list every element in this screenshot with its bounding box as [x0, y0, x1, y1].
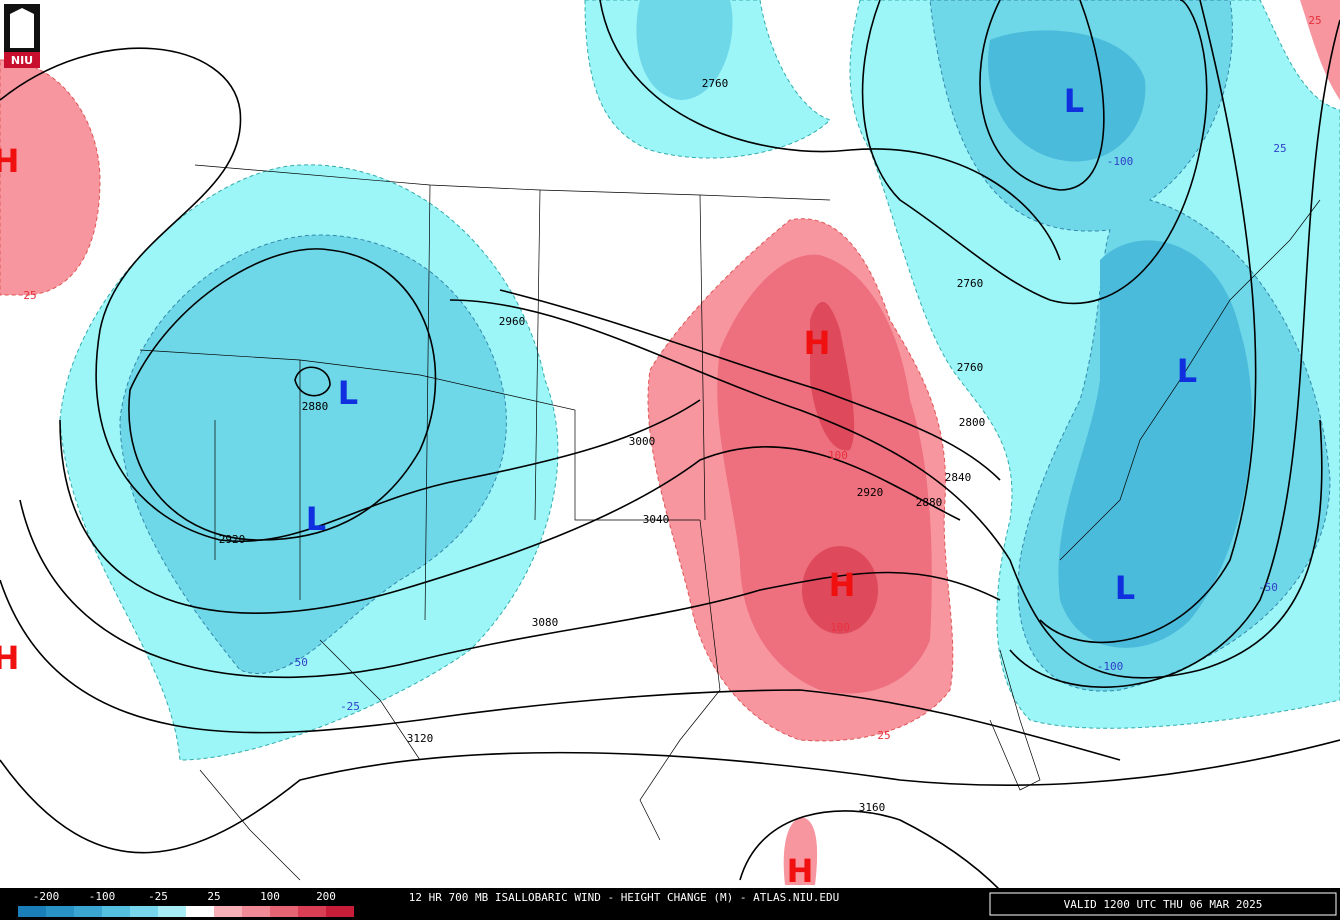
contour-label: 2960 [499, 315, 526, 328]
contour-label: 2840 [945, 471, 972, 484]
contour-label: -100 [1097, 660, 1124, 673]
legend-swatch [186, 906, 214, 917]
pressure-center: L [306, 500, 326, 538]
legend-label: 25 [207, 890, 220, 903]
height-contours [0, 0, 1340, 891]
contour-label: 3160 [859, 801, 886, 814]
contour-label: 2760 [702, 77, 729, 90]
map-labels: 2760 2960 2880 2920 3000 3040 3080 3120 3160 2920… [0, 14, 1322, 890]
contour-label: 2760 [957, 277, 984, 290]
legend-swatch [326, 906, 354, 917]
pressure-center: L [338, 374, 358, 412]
contour-label: 2760 [957, 361, 984, 374]
contour-label: -50 [288, 656, 308, 669]
valid-time: VALID 1200 UTC THU 06 MAR 2025 [1064, 898, 1263, 911]
change-shading [0, 0, 1340, 885]
pressure-center: L [1115, 569, 1135, 607]
legend-label: -100 [89, 890, 116, 903]
logo-text: NIU [11, 54, 33, 67]
pressure-center: H [829, 566, 856, 604]
legend-swatch [214, 906, 242, 917]
pressure-center: H [804, 324, 831, 362]
pressure-center: H [0, 142, 19, 180]
contour-label: -100 [1107, 155, 1134, 168]
contour-label: 2880 [916, 496, 943, 509]
contour-label: 100 [828, 449, 848, 462]
legend-swatch [74, 906, 102, 917]
legend-swatch [102, 906, 130, 917]
legend-swatch [298, 906, 326, 917]
legend-label: -25 [148, 890, 168, 903]
contour-label: 25 [877, 729, 890, 742]
contour-label: 2920 [857, 486, 884, 499]
pressure-center: H [787, 852, 814, 890]
map-title: 12 HR 700 MB ISALLOBARIC WIND - HEIGHT C… [409, 891, 839, 904]
legend-label: 200 [316, 890, 336, 903]
legend-label: -200 [33, 890, 60, 903]
footer: 12 HR 700 MB ISALLOBARIC WIND - HEIGHT C… [0, 888, 1340, 920]
legend-swatch [130, 906, 158, 917]
legend-swatch [242, 906, 270, 917]
contour-label: 25 [23, 289, 36, 302]
contour-label: 3120 [407, 732, 434, 745]
legend-label: 100 [260, 890, 280, 903]
contour-label: 3000 [629, 435, 656, 448]
contour-label: 2920 [219, 533, 246, 546]
contour-label: 25 [1273, 142, 1286, 155]
contour-label: 3080 [532, 616, 559, 629]
pressure-center: L [1177, 352, 1197, 390]
legend-swatch [46, 906, 74, 917]
contour-label: 100 [830, 621, 850, 634]
contour-label: -50 [1258, 581, 1278, 594]
legend-swatch [158, 906, 186, 917]
pressure-center: H [0, 639, 19, 677]
contour-label: -25 [340, 700, 360, 713]
legend-swatch [18, 906, 46, 917]
contour-label: 3040 [643, 513, 670, 526]
contour-label: 2800 [959, 416, 986, 429]
contour-label: 25 [1308, 14, 1321, 27]
legend-swatch [270, 906, 298, 917]
contour-label: 2880 [302, 400, 329, 413]
pressure-center: L [1064, 82, 1084, 120]
logo: NIU [4, 4, 40, 68]
